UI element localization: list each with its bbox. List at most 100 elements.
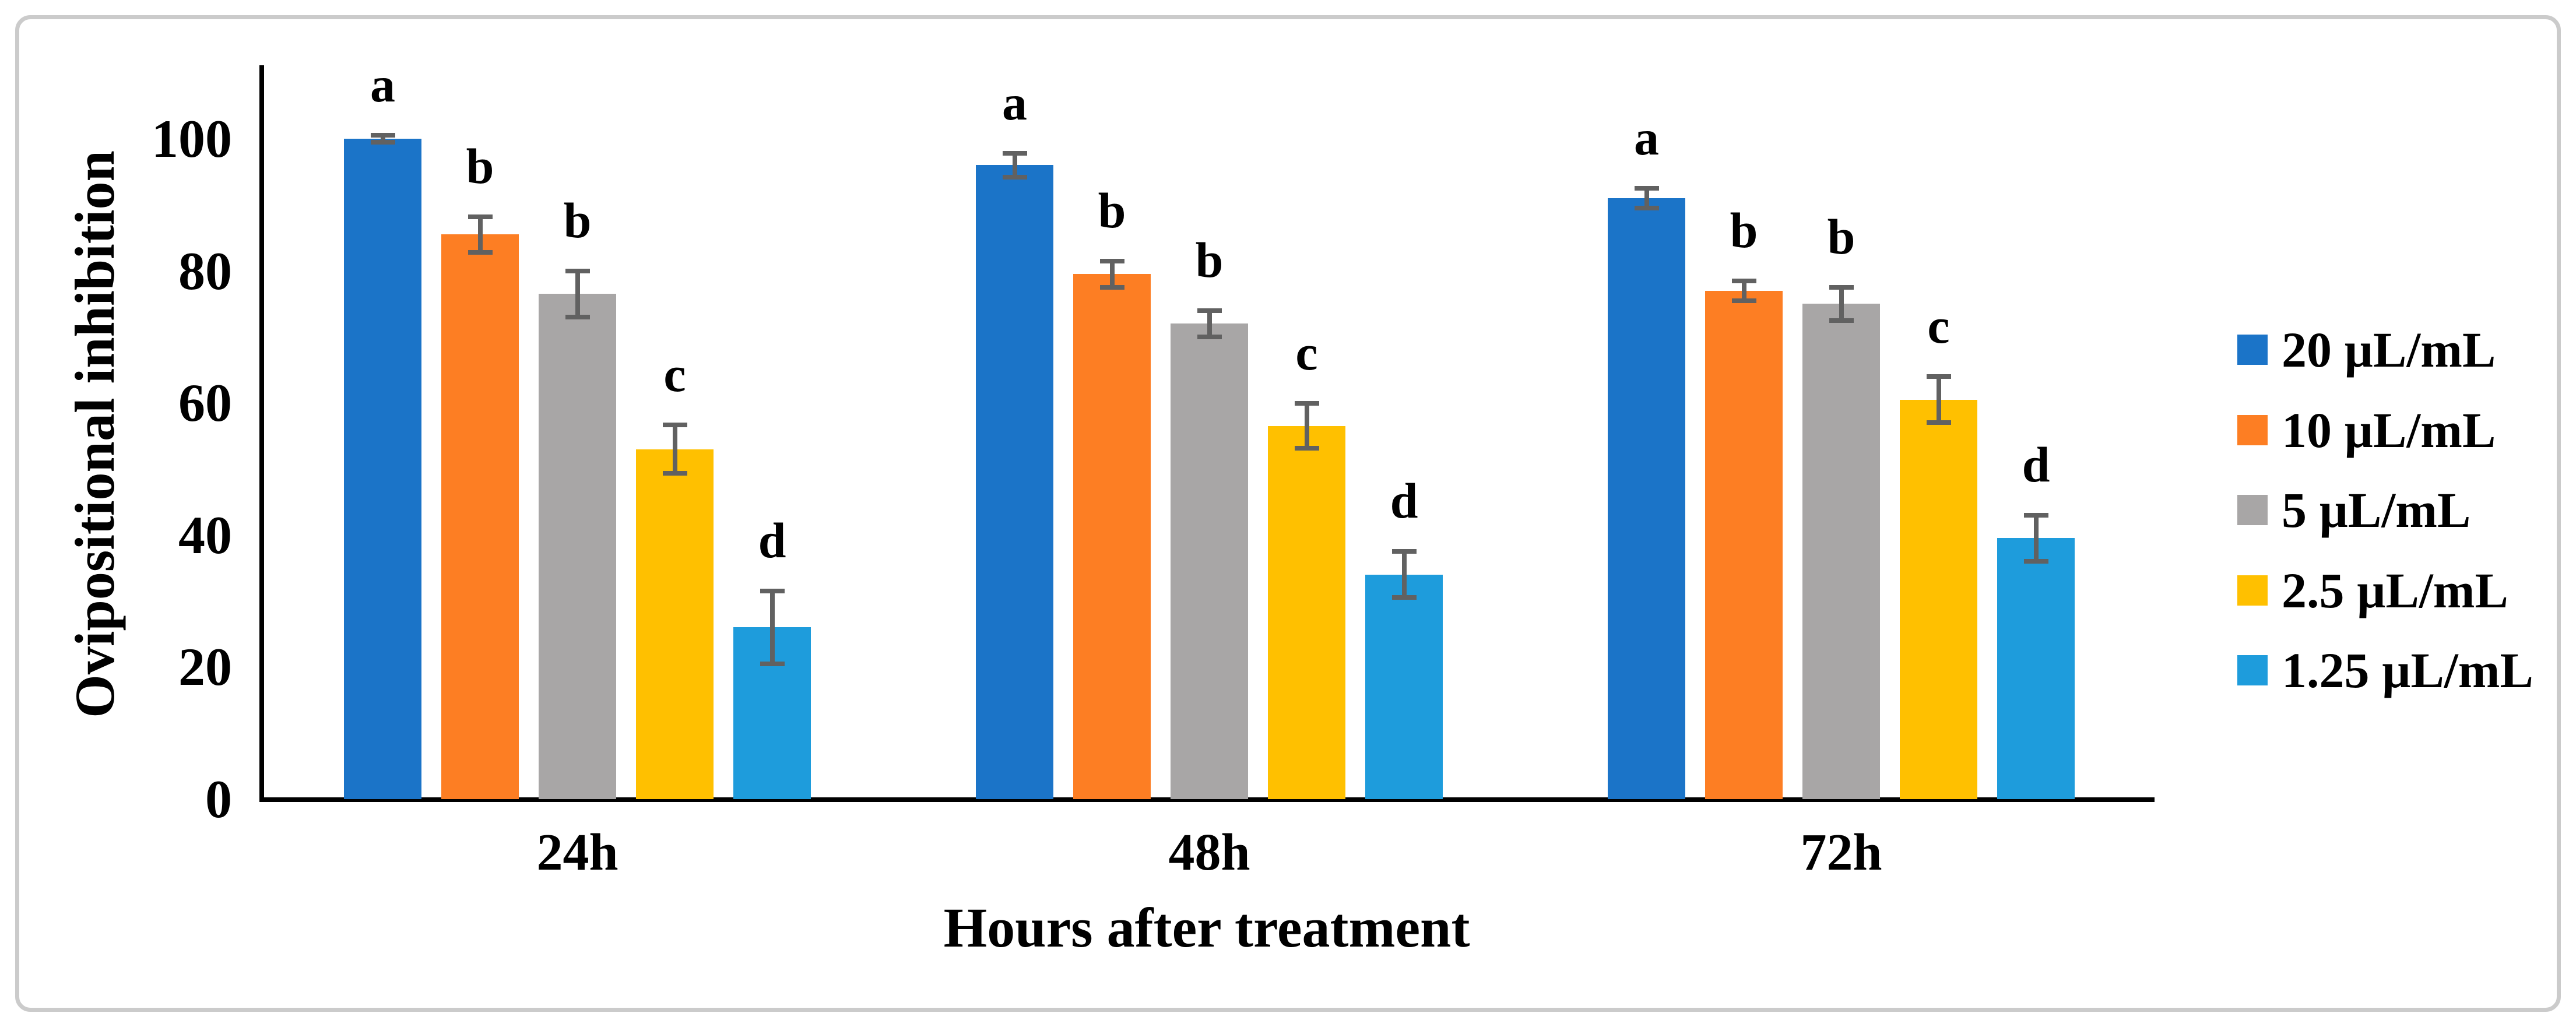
significance-letter: a: [1634, 109, 1659, 166]
legend-item: 5 µL/mL: [2237, 485, 2470, 535]
error-bar-line: [1012, 153, 1017, 177]
significance-letter: b: [1730, 202, 1758, 258]
x-tick-label-48h: 48h: [1168, 824, 1250, 881]
legend-label: 1.25 µL/mL: [2282, 642, 2533, 698]
error-bar-cap-top: [1731, 278, 1756, 283]
x-tick-label-72h: 72h: [1800, 824, 1882, 881]
y-tick-label-100: 100: [152, 109, 232, 168]
y-tick-label-0: 0: [205, 769, 232, 829]
y-tick-label-40: 40: [178, 505, 232, 565]
legend-swatch-icon: [2237, 575, 2268, 606]
significance-letter: d: [2022, 436, 2050, 493]
error-bar-line: [1401, 551, 1407, 598]
significance-letter: c: [663, 346, 686, 402]
error-bar-cap-top: [1002, 150, 1027, 156]
error-bar-cap-bottom: [760, 661, 785, 666]
legend-item: 10 µL/mL: [2237, 405, 2496, 455]
legend-label: 10 µL/mL: [2282, 402, 2496, 458]
error-bar-cap-bottom: [1099, 284, 1124, 290]
bar-72h-1.25 µL/mL: [1997, 538, 2075, 799]
y-axis-title: Ovipositional inhibition: [64, 150, 126, 718]
error-bar-line: [575, 270, 580, 317]
y-axis-line: [259, 65, 264, 801]
bar-72h-5 µL/mL: [1802, 304, 1880, 799]
significance-letter: a: [370, 57, 395, 113]
error-bar-cap-bottom: [1294, 446, 1319, 451]
y-tick-label-80: 80: [178, 241, 232, 301]
x-axis-line: [259, 797, 2155, 802]
error-bar-cap-bottom: [1926, 420, 1951, 425]
bar-72h-10 µL/mL: [1705, 290, 1783, 799]
significance-letter: b: [563, 192, 592, 248]
error-bar-cap-top: [1829, 284, 1854, 290]
error-bar-line: [1109, 261, 1115, 287]
error-bar-cap-bottom: [1002, 174, 1027, 180]
error-bar-cap-bottom: [1634, 205, 1659, 210]
error-bar-line: [1304, 403, 1309, 449]
error-bar-line: [769, 591, 775, 664]
bar-48h-5 µL/mL: [1171, 323, 1248, 799]
bar-48h-20 µL/mL: [976, 165, 1053, 799]
error-bar-cap-bottom: [468, 249, 493, 255]
x-tick-label-24h: 24h: [536, 824, 618, 881]
error-bar-line: [1839, 287, 1844, 321]
significance-letter: a: [1002, 74, 1027, 131]
error-bar-cap-top: [1391, 549, 1417, 554]
error-bar-line: [672, 424, 677, 474]
significance-letter: b: [1098, 182, 1126, 238]
error-bar-line: [477, 216, 483, 252]
bar-24h-10 µL/mL: [441, 234, 519, 799]
significance-letter: b: [1827, 208, 1855, 265]
significance-letter: d: [758, 512, 786, 569]
legend-item: 2.5 µL/mL: [2237, 565, 2508, 616]
error-bar-line: [380, 135, 385, 142]
error-bar-cap-top: [1099, 258, 1124, 263]
error-bar-cap-top: [370, 133, 395, 138]
bar-48h-1.25 µL/mL: [1365, 574, 1443, 799]
significance-letter: c: [1927, 297, 1950, 354]
error-bar-cap-top: [2023, 512, 2048, 518]
error-bar-cap-bottom: [2023, 559, 2048, 564]
error-bar-line: [1207, 310, 1212, 337]
error-bar-cap-top: [760, 589, 785, 594]
bar-72h-2.5 µL/mL: [1900, 399, 1977, 799]
significance-letter: d: [1390, 473, 1418, 529]
bar-48h-10 µL/mL: [1073, 274, 1151, 799]
bar-24h-5 µL/mL: [539, 294, 616, 799]
error-bar-line: [2033, 515, 2039, 562]
error-bar-cap-top: [565, 268, 590, 273]
error-bar-line: [1741, 280, 1746, 301]
bar-24h-2.5 µL/mL: [636, 449, 714, 799]
legend-swatch-icon: [2237, 414, 2268, 445]
error-bar-cap-bottom: [1829, 318, 1854, 323]
legend-item: 1.25 µL/mL: [2237, 645, 2533, 695]
legend-swatch-icon: [2237, 335, 2268, 365]
legend-label: 2.5 µL/mL: [2282, 562, 2508, 618]
bar-24h-20 µL/mL: [344, 139, 421, 799]
bar-48h-2.5 µL/mL: [1268, 425, 1345, 799]
error-bar-cap-top: [662, 422, 687, 427]
legend-label: 20 µL/mL: [2282, 322, 2496, 378]
error-bar-line: [1644, 188, 1649, 208]
error-bar-cap-top: [1294, 401, 1319, 406]
significance-letter: c: [1295, 325, 1318, 381]
error-bar-cap-bottom: [1731, 298, 1756, 303]
error-bar-cap-bottom: [565, 314, 590, 319]
error-bar-cap-top: [468, 214, 493, 219]
error-bar-cap-bottom: [662, 471, 687, 476]
legend-swatch-icon: [2237, 495, 2268, 525]
legend-swatch-icon: [2237, 655, 2268, 685]
error-bar-cap-bottom: [1197, 334, 1222, 339]
error-bar-cap-bottom: [370, 139, 395, 145]
bar-72h-20 µL/mL: [1608, 198, 1685, 799]
significance-letter: b: [466, 138, 494, 194]
significance-letter: b: [1195, 231, 1224, 288]
error-bar-cap-bottom: [1391, 595, 1417, 600]
legend-item: 20 µL/mL: [2237, 325, 2496, 375]
error-bar-cap-top: [1197, 308, 1222, 313]
legend-label: 5 µL/mL: [2282, 482, 2471, 538]
y-tick-label-60: 60: [178, 373, 232, 433]
error-bar-line: [1936, 376, 1941, 423]
error-bar-cap-top: [1926, 374, 1951, 379]
